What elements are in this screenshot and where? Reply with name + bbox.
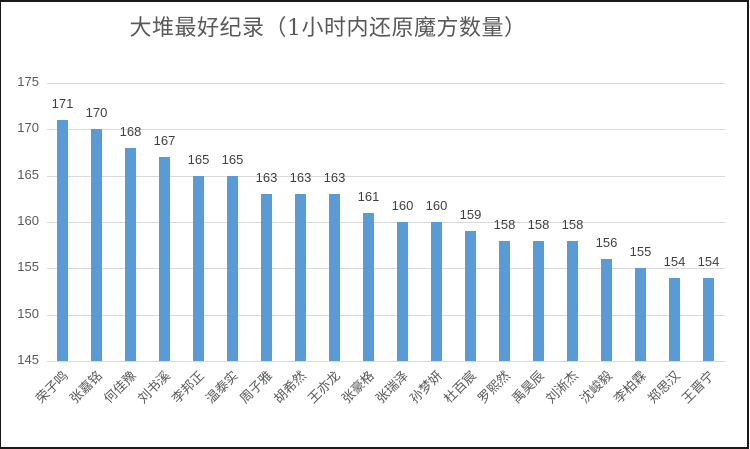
bar xyxy=(703,277,714,361)
gridline xyxy=(47,222,725,223)
data-label: 170 xyxy=(85,105,108,121)
y-tick-label: 165 xyxy=(17,166,39,182)
data-label: 160 xyxy=(425,198,448,213)
bar xyxy=(295,194,306,361)
data-label: 154 xyxy=(697,253,720,269)
data-label: 165 xyxy=(221,151,244,167)
data-label: 156 xyxy=(595,235,618,251)
data-label: 171 xyxy=(51,96,74,112)
bar xyxy=(431,222,442,361)
data-label: 158 xyxy=(527,216,550,232)
data-label: 163 xyxy=(255,170,278,186)
gridline xyxy=(47,175,725,177)
bar xyxy=(567,240,578,361)
bar xyxy=(261,194,272,361)
data-label: 155 xyxy=(629,244,652,260)
bar xyxy=(397,222,408,361)
data-label: 165 xyxy=(187,151,210,167)
data-label: 168 xyxy=(119,123,142,139)
bar xyxy=(363,212,374,361)
bar xyxy=(329,194,340,361)
y-tick-label: 155 xyxy=(17,259,39,275)
gridline xyxy=(47,83,725,84)
bar xyxy=(227,175,238,361)
data-label: 158 xyxy=(561,216,584,232)
chart-title-text: 大堆最好纪录（1小时内还原魔方数量） xyxy=(129,16,527,41)
gridline xyxy=(47,314,725,316)
bar xyxy=(193,175,204,361)
y-tick-label: 145 xyxy=(17,352,39,367)
data-label: 159 xyxy=(459,207,482,223)
bar xyxy=(57,120,68,361)
bar xyxy=(601,259,612,361)
data-label: 154 xyxy=(663,253,686,269)
bar xyxy=(159,157,170,361)
data-label: 161 xyxy=(357,188,380,204)
gridline xyxy=(47,129,725,131)
data-label: 167 xyxy=(153,133,176,149)
bar xyxy=(669,277,680,361)
bar xyxy=(499,240,510,361)
gridline xyxy=(47,361,725,362)
y-tick-label: 160 xyxy=(17,213,39,228)
y-tick-label: 170 xyxy=(17,120,39,136)
chart-title: 大堆最好纪录（1小时内还原魔方数量） xyxy=(1,10,747,42)
bar xyxy=(465,231,476,361)
y-tick-label: 175 xyxy=(17,74,39,89)
bar xyxy=(91,129,102,361)
data-label: 158 xyxy=(493,216,516,232)
bar xyxy=(635,268,646,361)
bar xyxy=(533,240,544,361)
data-label: 160 xyxy=(391,198,414,213)
y-tick-label: 150 xyxy=(17,305,39,321)
bar xyxy=(125,147,136,361)
gridline xyxy=(47,268,725,270)
data-label: 163 xyxy=(323,170,346,186)
data-label: 163 xyxy=(289,170,312,186)
